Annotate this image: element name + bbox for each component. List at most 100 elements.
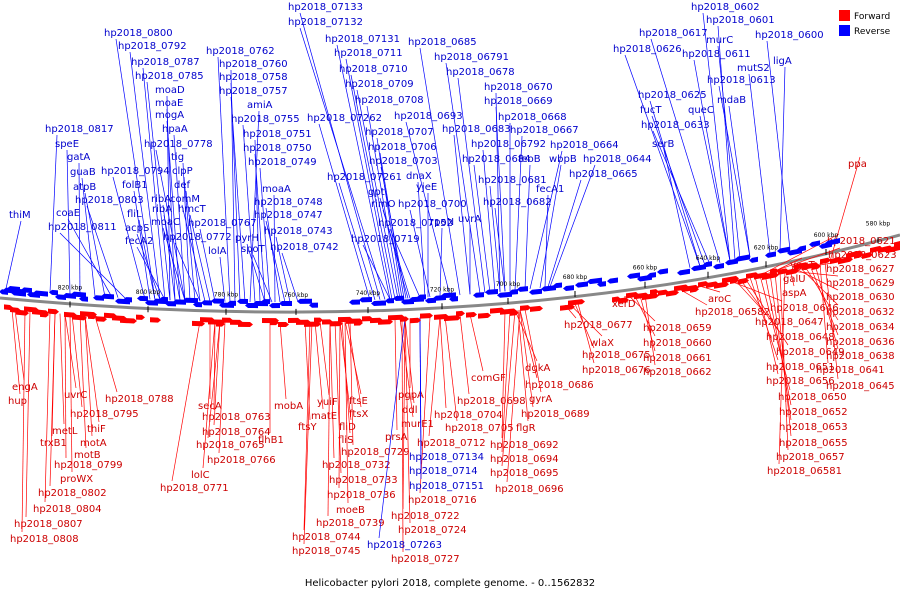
reverse-gene-arrow[interactable] <box>449 296 458 302</box>
reverse-gene-arrow[interactable] <box>349 299 360 305</box>
forward-gene-arrow[interactable] <box>88 313 97 320</box>
reverse-gene-103[interactable]: queC <box>688 105 731 262</box>
reverse-gene-arrow[interactable] <box>657 268 668 275</box>
reverse-gene-95[interactable]: hp2018_0626 <box>613 44 701 267</box>
reverse-gene-arrow[interactable] <box>269 303 280 309</box>
forward-gene-48[interactable]: comGF <box>469 314 506 384</box>
forward-gene-98[interactable]: hp2018_0641 <box>816 263 885 376</box>
reverse-gene-arrow[interactable] <box>777 246 790 254</box>
reverse-gene-100[interactable]: hp2018_0625 <box>638 90 707 267</box>
forward-gene-39[interactable]: hp2018_0745 <box>292 321 361 557</box>
forward-gene-arrow[interactable] <box>730 277 739 284</box>
reverse-gene-82[interactable]: feoB <box>518 154 541 290</box>
reverse-gene-arrow[interactable] <box>371 300 386 306</box>
reverse-gene-46[interactable]: hp2018_0743 <box>264 226 333 303</box>
reverse-gene-63[interactable]: rimO <box>371 199 411 299</box>
reverse-gene-2[interactable]: speE <box>55 139 79 295</box>
forward-gene-arrow[interactable] <box>674 284 689 292</box>
forward-gene-22[interactable]: hp2018_0771 <box>160 321 229 494</box>
reverse-gene-101[interactable]: mdaB <box>717 95 751 258</box>
forward-gene-36[interactable]: moeB <box>336 320 365 516</box>
reverse-gene-34[interactable]: hp2018_0762 <box>206 46 275 302</box>
reverse-gene-71[interactable]: hp2018_06791 <box>434 52 509 294</box>
reverse-gene-arrow[interactable] <box>677 268 690 276</box>
forward-gene-99[interactable]: hp2018_0645 <box>824 262 895 392</box>
forward-gene-11[interactable]: proWX <box>60 314 93 485</box>
forward-gene-43[interactable]: prsA <box>385 319 408 443</box>
forward-gene-46[interactable]: hp2018_0727 <box>391 318 460 565</box>
forward-gene-49[interactable]: hp2018_0698 <box>457 314 526 407</box>
reverse-gene-arrow[interactable] <box>749 256 758 263</box>
forward-gene-3[interactable]: metL <box>52 313 78 437</box>
forward-gene-arrow[interactable] <box>838 256 853 265</box>
reverse-gene-arrow[interactable] <box>563 285 574 292</box>
forward-gene-67[interactable]: hp2018_0659 <box>629 296 712 334</box>
reverse-gene-78[interactable]: hp2018_0667 <box>510 125 579 291</box>
forward-gene-arrow[interactable] <box>666 290 679 297</box>
forward-gene-arrow[interactable] <box>854 252 863 259</box>
reverse-gene-21[interactable]: folB1 <box>122 180 151 300</box>
forward-gene-21[interactable]: lolC <box>191 321 216 481</box>
reverse-gene-55[interactable]: hp2018_0709 <box>345 79 414 299</box>
reverse-gene-84[interactable]: hp2018_0644 <box>549 154 652 287</box>
forward-gene-arrow[interactable] <box>150 317 161 323</box>
forward-gene-arrow[interactable] <box>714 281 729 289</box>
forward-gene-arrow[interactable] <box>40 311 49 318</box>
reverse-gene-29[interactable]: moaC <box>151 217 186 301</box>
forward-gene-arrow[interactable] <box>530 305 543 312</box>
forward-gene-17[interactable]: hp2018_0763 <box>202 321 271 423</box>
forward-gene-arrow[interactable] <box>870 245 883 254</box>
forward-gene-41[interactable]: ddl <box>402 318 417 416</box>
reverse-gene-arrow[interactable] <box>529 288 542 295</box>
forward-gene-93[interactable]: hp2018_0630 <box>794 268 895 303</box>
reverse-gene-0[interactable]: thiM <box>5 210 31 289</box>
reverse-gene-92[interactable]: hp2018_0617 <box>639 28 721 263</box>
forward-gene-arrow[interactable] <box>794 262 809 270</box>
forward-gene-9[interactable]: motB <box>74 315 101 461</box>
reverse-gene-38[interactable]: amiA <box>247 100 273 303</box>
reverse-gene-45[interactable]: hp2018_0747 <box>254 210 323 303</box>
reverse-gene-47[interactable]: pyrH <box>235 233 266 303</box>
reverse-gene-49[interactable]: hp2018_0742 <box>270 242 339 303</box>
reverse-gene-arrow[interactable] <box>627 272 640 279</box>
reverse-extra-gene-3[interactable]: hp2018_07263 <box>367 318 442 551</box>
reverse-gene-arrow[interactable] <box>211 298 224 304</box>
forward-gene-arrow[interactable] <box>304 321 321 327</box>
forward-gene-1[interactable]: hup <box>8 309 27 407</box>
reverse-gene-arrow[interactable] <box>173 299 186 305</box>
reverse-gene-97[interactable]: ligA <box>773 56 792 252</box>
forward-gene-83[interactable]: hp2018_0657 <box>776 271 845 463</box>
forward-gene-arrow[interactable] <box>560 304 575 311</box>
forward-gene-45[interactable]: hp2018_0724 <box>398 318 467 536</box>
forward-gene-arrow[interactable] <box>886 245 900 254</box>
forward-gene-10[interactable]: hp2018_0799 <box>54 313 123 471</box>
forward-gene-19[interactable]: hp2018_0765 <box>196 321 265 451</box>
reverse-gene-arrow[interactable] <box>101 293 114 300</box>
reverse-gene-7[interactable]: coaE <box>56 208 113 298</box>
reverse-gene-arrow[interactable] <box>647 272 656 278</box>
reverse-gene-arrow[interactable] <box>765 251 776 258</box>
reverse-gene-91[interactable]: hp2018_0601 <box>706 15 775 261</box>
reverse-gene-22[interactable]: def <box>174 180 201 302</box>
forward-gene-14[interactable]: hp2018_0807 <box>14 310 83 530</box>
reverse-gene-arrow[interactable] <box>183 297 198 304</box>
forward-gene-56[interactable]: hp2018_0689 <box>519 309 590 420</box>
reverse-gene-76[interactable]: hp2018_0668 <box>498 112 567 291</box>
forward-gene-71[interactable]: hp2018_06582 <box>679 289 770 318</box>
forward-gene-65[interactable]: hp2018_0676 <box>577 303 651 376</box>
forward-gene-arrow[interactable] <box>802 262 819 271</box>
reverse-gene-arrow[interactable] <box>797 245 806 252</box>
reverse-gene-48[interactable]: spoT <box>241 244 273 303</box>
forward-gene-86[interactable]: hp2018_0621 <box>759 233 896 276</box>
reverse-gene-arrow[interactable] <box>193 302 202 308</box>
reverse-gene-arrow[interactable] <box>473 292 484 298</box>
reverse-gene-42[interactable]: hp2018_0749 <box>248 157 317 303</box>
reverse-gene-86[interactable]: hp2018_0665 <box>547 169 638 288</box>
reverse-gene-88[interactable]: uvrA <box>458 214 481 295</box>
forward-gene-arrow[interactable] <box>738 278 749 285</box>
forward-gene-arrow[interactable] <box>820 257 831 265</box>
forward-gene-47[interactable]: hp2018_0716 <box>408 317 477 506</box>
forward-gene-13[interactable]: hp2018_0804 <box>33 312 102 515</box>
reverse-gene-41[interactable]: hp2018_0750 <box>243 143 312 303</box>
reverse-gene-19[interactable]: hp2018_0794 <box>101 166 170 300</box>
